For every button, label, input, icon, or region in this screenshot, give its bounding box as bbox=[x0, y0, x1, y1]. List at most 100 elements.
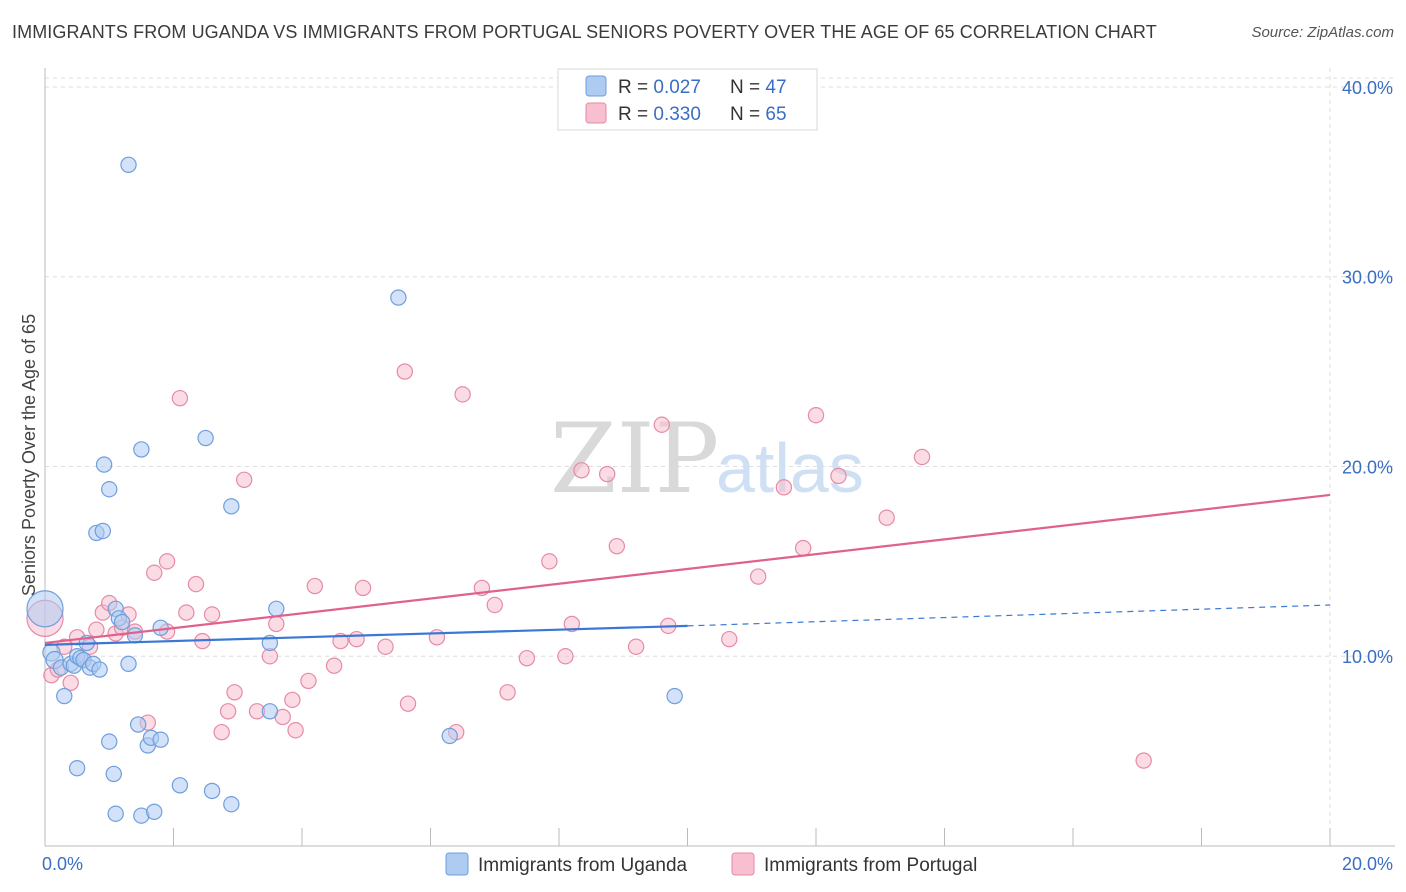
portugal-point bbox=[62, 674, 79, 692]
portugal-point bbox=[325, 657, 343, 674]
uganda-point bbox=[101, 481, 118, 498]
bottom-legend-swatch-uganda bbox=[445, 852, 469, 876]
source-credit: Source: ZipAtlas.com bbox=[1251, 24, 1394, 41]
y-tick-label: 40.0% bbox=[1342, 78, 1393, 98]
uganda-point bbox=[203, 782, 221, 800]
uganda-point bbox=[120, 655, 137, 673]
uganda-point bbox=[197, 429, 214, 447]
bottom-legend: Immigrants from Uganda Immigrants from P… bbox=[445, 852, 977, 876]
portugal-point bbox=[354, 579, 372, 597]
portugal-point bbox=[807, 407, 825, 424]
watermark-zip: ZIP bbox=[550, 403, 719, 515]
portugal-point bbox=[88, 621, 105, 638]
portugal-point bbox=[428, 629, 446, 646]
portugal-point bbox=[627, 638, 645, 655]
legend-n-value-portugal: 65 bbox=[765, 104, 786, 125]
portugal-point bbox=[830, 467, 847, 485]
legend-swatch-uganda bbox=[585, 75, 607, 97]
uganda-point bbox=[107, 805, 124, 822]
portugal-point bbox=[171, 389, 189, 407]
portugal-point bbox=[235, 471, 253, 488]
uganda-trend-line bbox=[44, 624, 688, 646]
legend-n-label-portugal: N = bbox=[730, 104, 765, 125]
uganda-point bbox=[56, 687, 73, 705]
legend-n-value-uganda: 47 bbox=[765, 77, 786, 98]
uganda-point bbox=[129, 716, 147, 733]
portugal-point bbox=[749, 568, 767, 585]
bottom-legend-label-uganda: Immigrants from Uganda bbox=[478, 855, 688, 876]
y-tick-label: 20.0% bbox=[1342, 457, 1393, 477]
legend-r-value-uganda: 0.027 bbox=[653, 77, 701, 98]
portugal-point bbox=[794, 539, 812, 557]
uganda-point bbox=[101, 733, 118, 750]
uganda-point bbox=[268, 600, 285, 618]
portugal-point bbox=[158, 553, 176, 570]
portugal-point bbox=[300, 672, 317, 690]
portugal-point bbox=[653, 416, 671, 433]
portugal-point bbox=[268, 615, 285, 633]
uganda-point bbox=[94, 522, 112, 540]
portugal-point bbox=[598, 465, 616, 483]
portugal-point bbox=[775, 479, 793, 496]
portugal-point bbox=[377, 638, 394, 655]
uganda-point bbox=[223, 796, 240, 813]
legend-r-label-portugal: R = bbox=[618, 104, 653, 125]
data-points bbox=[26, 156, 1152, 824]
uganda-point bbox=[105, 765, 122, 783]
portugal-point bbox=[913, 448, 931, 466]
portugal-point bbox=[178, 604, 195, 621]
uganda-point bbox=[261, 703, 279, 720]
uganda-point bbox=[120, 156, 137, 173]
y-tick-label: 30.0% bbox=[1342, 268, 1393, 288]
uganda-point bbox=[26, 590, 64, 628]
legend-swatch-portugal bbox=[585, 102, 607, 124]
uganda-point bbox=[390, 289, 407, 306]
uganda-point bbox=[441, 727, 458, 745]
svg-text:N = 65: N = 65 bbox=[730, 104, 787, 125]
x-tick-labels: 0.0% 20.0% bbox=[42, 854, 1393, 874]
svg-text:R = 0.330: R = 0.330 bbox=[618, 104, 701, 125]
portugal-point bbox=[541, 553, 558, 570]
y-tick-labels: 10.0% 20.0% 30.0% 40.0% bbox=[1342, 78, 1393, 667]
portugal-point bbox=[486, 596, 503, 614]
portugal-point bbox=[146, 564, 163, 581]
uganda-point bbox=[68, 760, 86, 777]
trend-lines bbox=[44, 493, 1331, 646]
y-tick-label: 10.0% bbox=[1342, 647, 1393, 667]
y-axis-label: Seniors Poverty Over the Age of 65 bbox=[19, 314, 39, 596]
uganda-point bbox=[171, 777, 189, 794]
portugal-point bbox=[1135, 752, 1152, 769]
bottom-legend-swatch-portugal bbox=[731, 852, 755, 876]
portugal-point bbox=[563, 615, 581, 633]
bottom-legend-label-portugal: Immigrants from Portugal bbox=[764, 855, 977, 876]
x-tick-label: 0.0% bbox=[42, 854, 83, 874]
portugal-point bbox=[226, 684, 243, 701]
legend-n-label-uganda: N = bbox=[730, 77, 765, 98]
portugal-point bbox=[284, 691, 301, 709]
uganda-point bbox=[126, 627, 144, 644]
portugal-trend-line bbox=[44, 493, 1331, 645]
portugal-point bbox=[454, 386, 471, 403]
portugal-point bbox=[203, 606, 221, 623]
portugal-point bbox=[287, 722, 304, 739]
legend-r-label-uganda: R = bbox=[618, 77, 653, 98]
portugal-point bbox=[396, 363, 413, 380]
portugal-point bbox=[608, 537, 626, 555]
portugal-point bbox=[187, 575, 205, 593]
uganda-point bbox=[666, 687, 683, 705]
portugal-point bbox=[518, 649, 536, 667]
portugal-point bbox=[573, 462, 590, 479]
uganda-point bbox=[95, 456, 113, 473]
portugal-point bbox=[219, 703, 237, 720]
uganda-point bbox=[91, 661, 108, 678]
uganda-point bbox=[133, 441, 150, 458]
svg-text:N = 47: N = 47 bbox=[730, 77, 787, 98]
portugal-point bbox=[213, 723, 230, 741]
uganda-point bbox=[152, 731, 169, 748]
legend-r-value-portugal: 0.330 bbox=[653, 104, 701, 125]
portugal-point bbox=[878, 509, 895, 526]
watermark-atlas: atlas bbox=[716, 429, 864, 507]
axes bbox=[44, 68, 1395, 847]
svg-text:R = 0.027: R = 0.027 bbox=[618, 77, 701, 98]
